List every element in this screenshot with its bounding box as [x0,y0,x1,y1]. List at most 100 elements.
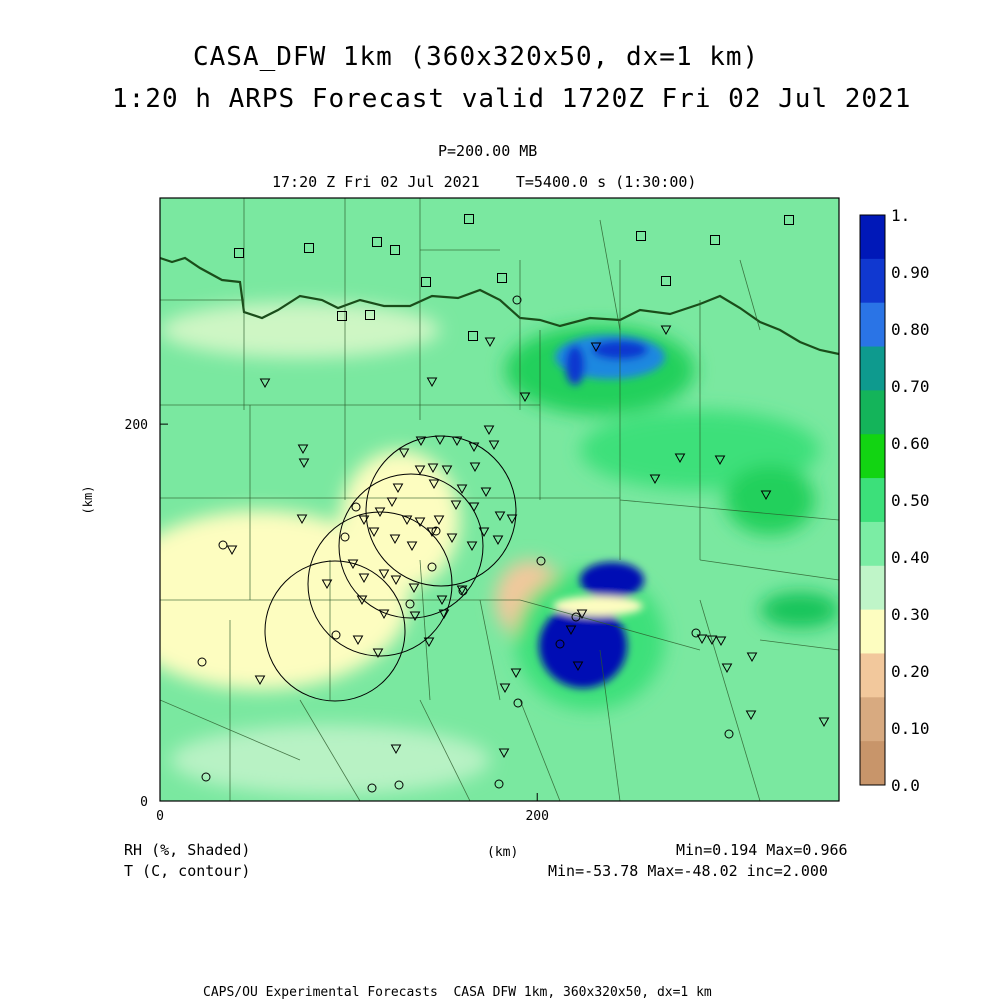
colorbar-swatch-7 [860,478,885,523]
county-line-21 [619,499,839,521]
station-circle-5 [367,783,377,793]
station-square-8 [421,277,431,287]
station-triangle-17 [441,465,453,476]
plot-frame [159,197,840,802]
radar-range-ring-2 [338,473,484,619]
colorbar-swatch-9 [860,565,885,611]
station-triangle-15 [427,463,439,474]
station-triangle-33 [389,534,401,545]
station-triangle-46 [456,585,468,596]
county-line-15 [599,649,621,801]
station-circle-8 [513,698,523,708]
county-line-26 [599,219,621,331]
colorbar-swatch-12 [860,697,885,742]
station-circle-1 [512,295,522,305]
county-line-19 [519,699,561,801]
station-triangle-74 [721,663,733,674]
station-triangle-48 [356,595,368,606]
station-triangle-4 [297,444,309,455]
station-circle-15 [331,630,341,640]
station-triangle-58 [510,668,522,679]
station-square-9 [636,231,646,241]
station-triangle-72 [818,717,830,728]
station-triangle-5 [298,458,310,469]
county-line-17 [299,699,361,801]
station-triangle-27 [450,500,462,511]
station-triangle-8 [398,448,410,459]
colorbar-frame [859,214,886,786]
colorbar-label-10: 1. [891,206,910,225]
station-circle-16 [691,628,701,638]
station-circle-14 [458,586,468,596]
station-triangle-61 [649,474,661,485]
core-gap-band [553,596,643,616]
station-triangle-13 [483,425,495,436]
station-triangle-54 [254,675,266,686]
station-triangle-24 [401,515,413,526]
station-triangle-32 [368,527,380,538]
colorbar-swatch-13 [860,741,885,786]
station-triangle-10 [434,435,446,446]
colorbar-label-9: 0.90 [891,263,930,282]
colorbar-label-2: 0.20 [891,662,930,681]
station-circle-6 [394,780,404,790]
station-triangle-3 [484,337,496,348]
station-triangle-34 [406,541,418,552]
title-line-1: CASA_DFW 1km (360x320x50, dx=1 km) [193,42,760,72]
station-square-4 [390,245,400,255]
station-triangle-76 [565,625,577,636]
radar-range-ring-3 [307,511,453,657]
station-triangle-40 [347,559,359,570]
station-triangle-30 [506,514,518,525]
station-circle-19 [555,639,565,649]
county-line-23 [759,639,839,651]
station-triangle-1 [259,378,271,389]
county-line-27 [739,259,761,331]
station-triangle-7 [415,436,427,447]
colorbar-label-3: 0.30 [891,605,930,624]
station-triangle-59 [498,748,510,759]
station-triangle-49 [378,609,390,620]
radar-range-ring-4 [264,560,406,702]
y-tick-label-200: 200 [125,418,148,433]
station-square-13 [497,273,507,283]
station-circle-11 [340,532,350,542]
station-triangle-69 [706,635,718,646]
station-triangle-21 [392,483,404,494]
station-triangle-43 [390,575,402,586]
station-triangle-31 [358,515,370,526]
station-square-6 [365,310,375,320]
station-triangle-2 [426,377,438,388]
station-triangle-18 [456,484,468,495]
county-line-29 [479,599,501,701]
colorbar-swatch-10 [860,609,885,654]
colorbar-label-7: 0.70 [891,377,930,396]
station-triangle-23 [374,507,386,518]
station-triangle-75 [572,661,584,672]
station-triangle-20 [480,487,492,498]
station-triangle-35 [426,527,438,538]
station-triangle-25 [414,517,426,528]
station-circle-17 [724,729,734,739]
legend-field-shaded: RH (%, Shaded) [124,841,251,859]
station-circle-9 [536,556,546,566]
station-triangle-65 [590,342,602,353]
station-triangle-12 [468,442,480,453]
moisture-lighter-nw [160,302,440,358]
station-triangle-60 [390,744,402,755]
station-triangle-62 [674,453,686,464]
station-circle-4 [201,772,211,782]
station-square-1 [234,248,244,258]
station-circle-20 [405,599,415,609]
station-square-11 [784,215,794,225]
colorbar-label-8: 0.80 [891,320,930,339]
valid-time: 17:20 Z Fri 02 Jul 2021 T=5400.0 s (1:30… [272,173,697,191]
core-south-upper [580,562,644,598]
colorbar-label-0: 0.0 [891,776,920,795]
station-triangle-63 [714,455,726,466]
colorbar-swatch-6 [860,434,885,479]
station-triangle-14 [488,440,500,451]
credit-line: CAPS/OU Experimental Forecasts CASA DFW … [203,985,712,1000]
station-triangle-11 [451,436,463,447]
